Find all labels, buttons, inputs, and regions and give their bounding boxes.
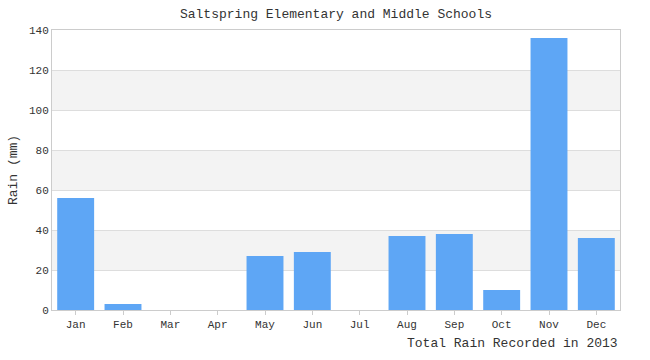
svg-text:20: 20: [36, 265, 49, 277]
svg-text:Dec: Dec: [586, 319, 606, 331]
svg-text:120: 120: [29, 65, 49, 77]
svg-text:Oct: Oct: [492, 319, 512, 331]
svg-text:0: 0: [42, 305, 49, 317]
svg-text:140: 140: [29, 25, 49, 37]
svg-text:Feb: Feb: [113, 319, 133, 331]
svg-text:100: 100: [29, 105, 49, 117]
svg-text:Aug: Aug: [397, 319, 417, 331]
svg-text:60: 60: [36, 185, 49, 197]
svg-text:40: 40: [36, 225, 49, 237]
svg-text:Apr: Apr: [208, 319, 228, 331]
svg-text:Saltspring Elementary and Midd: Saltspring Elementary and Middle Schools: [180, 7, 492, 22]
svg-text:Rain (mm): Rain (mm): [6, 135, 21, 205]
svg-text:Total Rain Recorded in 2013: Total Rain Recorded in 2013: [407, 336, 618, 351]
svg-text:Mar: Mar: [160, 319, 180, 331]
svg-text:Sep: Sep: [444, 319, 464, 331]
svg-text:Jun: Jun: [302, 319, 322, 331]
svg-text:May: May: [255, 319, 275, 331]
svg-text:Nov: Nov: [539, 319, 559, 331]
svg-text:80: 80: [36, 145, 49, 157]
svg-text:Jul: Jul: [350, 319, 370, 331]
svg-text:Jan: Jan: [66, 319, 86, 331]
